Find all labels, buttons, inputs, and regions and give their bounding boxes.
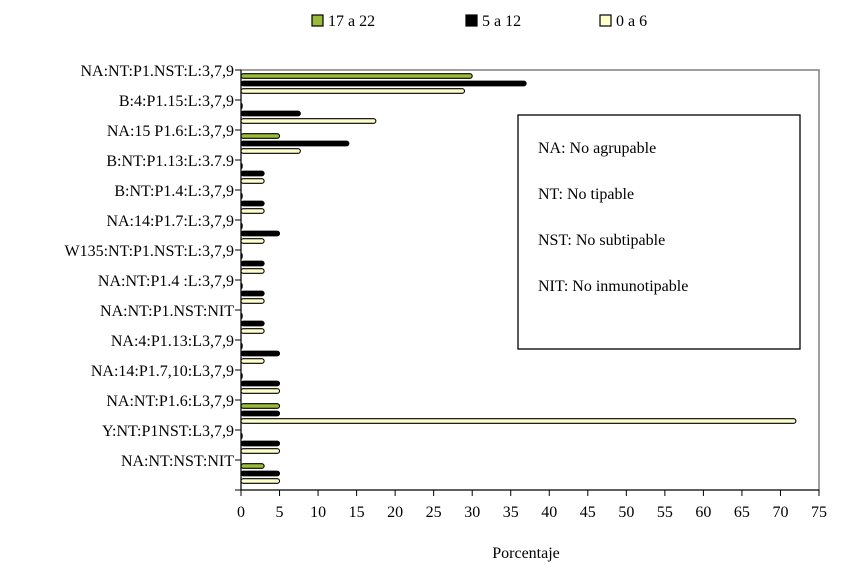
bar-0-a-6-b-4-p1-15-l-3-7-9 (240, 118, 377, 124)
y-tick-label-w135-nt-p1-nst-l-3-7-9: W135:NT:P1.NST:L:3,7,9 (64, 243, 234, 260)
x-tick-label-10: 10 (310, 504, 326, 521)
bar-5-a-12-y-nt-p1nst-l3-7-9 (240, 440, 281, 447)
bar-0-a-6-na-14-p1-7-10-l3-7-9 (240, 388, 281, 394)
bar-0-a-6-b-nt-p1-13-l-3-7-9 (240, 178, 265, 184)
legend-swatch (311, 14, 324, 27)
bar-5-a-12-na-nt-p1-6-l3-7-9 (240, 410, 281, 417)
bar-5-a-12-na-nt-p1-nst-nit (240, 320, 265, 327)
legend-item-1: 17 a 22 (311, 13, 375, 30)
bar-0-a-6-w135-nt-p1-nst-l-3-7-9 (240, 268, 265, 274)
y-tick-label-b-4-p1-15-l-3-7-9: B:4:P1.15:L:3,7,9 (119, 93, 234, 110)
legend-item-2: 5 a 12 (465, 13, 521, 30)
bar-17-a-22-na-nt-nst-nit (240, 463, 265, 469)
y-tick-label-na-14-p1-7-l-3-7-9: NA:14:P1.7:L:3,7,9 (106, 213, 234, 230)
x-tick-label-0: 0 (237, 504, 245, 521)
x-tick-label-70: 70 (772, 504, 788, 521)
bar-0-a-6-na-4-p1-13-l3-7-9 (240, 358, 265, 364)
bar-0-a-6-na-nt-p1-nst-nit (240, 328, 265, 334)
y-tick-label-na-14-p1-7-10-l3-7-9: NA:14:P1.7,10:L3,7,9 (91, 363, 234, 380)
x-tick-label-20: 20 (387, 504, 403, 521)
bar-5-a-12-na-nt-p1-4-l-3-7-9 (240, 290, 265, 297)
x-tick-label-50: 50 (618, 504, 634, 521)
x-tick-label-65: 65 (734, 504, 750, 521)
x-tick-label-30: 30 (464, 504, 480, 521)
bar-5-a-12-na-14-p1-7-l-3-7-9 (240, 230, 281, 237)
x-tick-label-40: 40 (541, 504, 557, 521)
note-line-4: NIT: No inmunotipable (538, 278, 688, 295)
bar-0-a-6-na-nt-nst-nit (240, 478, 281, 484)
bar-0-a-6-na-nt-p1-4-l-3-7-9 (240, 298, 265, 304)
bar-17-a-22-na-nt-p1-6-l3-7-9 (240, 403, 281, 409)
y-tick-label-b-nt-p1-4-l-3-7-9: B:NT:P1.4:L:3,7,9 (114, 183, 234, 200)
note-box-frame (517, 114, 801, 350)
x-tick-label-25: 25 (426, 504, 442, 521)
bars-group (240, 73, 797, 484)
legend-swatch (465, 14, 478, 27)
bar-5-a-12-na-14-p1-7-10-l3-7-9 (240, 380, 281, 387)
x-tick-label-60: 60 (695, 504, 711, 521)
bar-5-a-12-na-15-p1-6-l-3-7-9 (240, 140, 350, 147)
x-axis-title: Porcentaje (492, 545, 560, 562)
y-tick-label-y-nt-p1nst-l3-7-9: Y:NT:P1NST:L3,7,9 (102, 423, 234, 440)
bar-5-a-12-b-nt-p1-13-l-3-7-9 (240, 170, 265, 177)
bar-5-a-12-na-nt-nst-nit (240, 470, 281, 477)
note-line-2: NT: No tipable (538, 186, 634, 203)
bar-17-a-22-na-nt-p1-nst-l-3-7-9 (240, 73, 473, 79)
bar-17-a-22-na-15-p1-6-l-3-7-9 (240, 133, 281, 139)
y-tick-label-na-nt-p1-6-l3-7-9: NA:NT:P1.6:L3,7,9 (106, 393, 234, 410)
y-tick-label-na-nt-p1-nst-l-3-7-9: NA:NT:P1.NST:L:3,7,9 (80, 63, 234, 80)
y-tick-label-na-nt-p1-4-l-3-7-9: NA:NT:P1.4 :L:3,7,9 (98, 273, 234, 290)
x-tick-label-15: 15 (349, 504, 365, 521)
bar-5-a-12-b-nt-p1-4-l-3-7-9 (240, 200, 265, 207)
bar-0-a-6-na-14-p1-7-l-3-7-9 (240, 238, 265, 244)
y-axis: NA:NT:P1.NST:L:3,7,9 B:4:P1.15:L:3,7,9 NA:… (64, 63, 242, 491)
x-tick-label-5: 5 (276, 504, 284, 521)
legend-item-3: 0 a 6 (599, 13, 647, 30)
bar-5-a-12-na-4-p1-13-l3-7-9 (240, 350, 281, 357)
bar-0-a-6-y-nt-p1nst-l3-7-9 (240, 448, 281, 454)
legend-label: 17 a 22 (328, 13, 375, 30)
y-tick-label-na-nt-p1-nst-nit: NA:NT:P1.NST:NIT (100, 303, 234, 320)
x-tick-label-45: 45 (580, 504, 596, 521)
legend-swatch (599, 14, 612, 27)
legend: 17 a 22 5 a 12 0 a 6 (311, 13, 647, 30)
bar-0-a-6-b-nt-p1-4-l-3-7-9 (240, 208, 265, 214)
y-tick-label-na-15-p1-6-l-3-7-9: NA:15 P1.6:L:3,7,9 (107, 123, 234, 140)
bar-5-a-12-na-nt-p1-nst-l-3-7-9 (240, 80, 527, 87)
y-tick-label-b-nt-p1-13-l-3-7-9: B:NT:P1.13:L:3.7.9 (106, 153, 234, 170)
x-tick-label-55: 55 (657, 504, 673, 521)
note-line-3: NST: No subtipable (538, 232, 665, 249)
bar-0-a-6-na-nt-p1-6-l3-7-9 (240, 418, 797, 424)
x-tick-label-75: 75 (811, 504, 827, 521)
abbreviation-note-box: NA: No agrupable NT: No tipable NST: No su… (517, 114, 801, 350)
note-line-1: NA: No agrupable (538, 140, 656, 157)
y-tick-label-na-4-p1-13-l3-7-9: NA:4:P1.13:L3,7,9 (111, 333, 234, 350)
bar-5-a-12-b-4-p1-15-l-3-7-9 (240, 110, 301, 117)
x-tick-label-35: 35 (503, 504, 519, 521)
x-axis: 0 5 10 15 20 25 30 35 40 45 50 55 60 65 70 75 (237, 489, 827, 521)
legend-label: 0 a 6 (616, 13, 647, 30)
bar-5-a-12-w135-nt-p1-nst-l-3-7-9 (240, 260, 265, 267)
legend-label: 5 a 12 (482, 13, 521, 30)
bar-0-a-6-na-nt-p1-nst-l-3-7-9 (240, 88, 466, 94)
y-tick-label-na-nt-nst-nit: NA:NT:NST:NIT (121, 453, 234, 470)
bar-0-a-6-na-15-p1-6-l-3-7-9 (240, 148, 301, 154)
